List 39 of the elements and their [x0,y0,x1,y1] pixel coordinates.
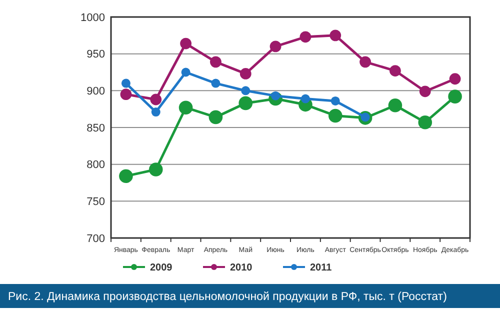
point [300,94,310,104]
point [330,30,342,42]
legend-label: 2010 [230,262,253,274]
y-tick-label: 700 [86,232,105,245]
point [210,56,222,68]
point [211,78,220,88]
point [181,68,190,77]
y-tick-label: 850 [86,122,105,134]
point [418,115,432,130]
text: Рис. 2. Динамика производства цельномолочной продукции в РФ, тыс. т (Росстат) [8,291,448,304]
y-tick-label: 800 [86,159,105,172]
point [178,100,193,115]
point [388,98,402,112]
point [270,40,282,52]
point [119,169,133,184]
legend-label: 2009 [150,262,173,274]
point [180,38,192,50]
point [328,108,342,123]
point [330,96,340,106]
point [240,68,252,80]
point [121,78,130,88]
point [448,90,462,104]
point [360,56,371,68]
point [419,86,431,98]
point [151,108,160,117]
point [300,31,312,43]
y-tick-label: 950 [86,48,105,61]
point [241,86,250,96]
y-tick-label: 900 [86,86,105,98]
point [120,88,132,100]
point [150,94,162,106]
point [238,96,253,110]
y-tick-label: 1000 [80,12,105,24]
point [148,162,163,176]
legend-label: 2011 [310,262,332,274]
point [449,73,461,85]
point [208,110,223,124]
point [390,65,401,76]
y-tick-label: 750 [86,196,105,208]
